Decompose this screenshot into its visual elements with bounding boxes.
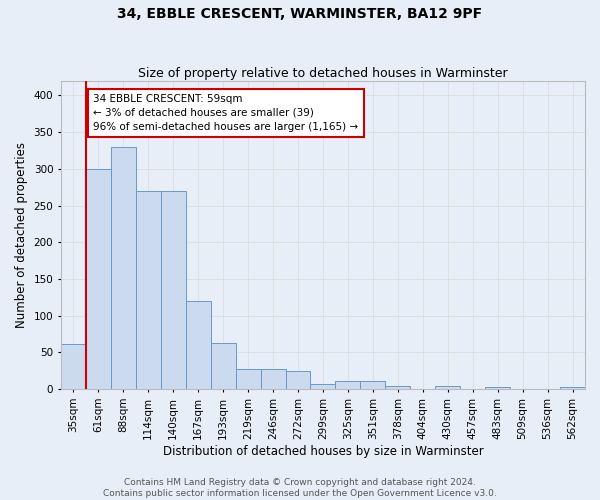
Text: 34, EBBLE CRESCENT, WARMINSTER, BA12 9PF: 34, EBBLE CRESCENT, WARMINSTER, BA12 9PF [118,8,482,22]
Bar [236,368,260,389]
Bar [361,381,385,389]
Bar [186,301,211,389]
Y-axis label: Number of detached properties: Number of detached properties [15,142,28,328]
Bar [161,191,186,389]
Bar [335,381,361,389]
Bar [435,386,460,389]
Bar [385,386,410,389]
Bar [560,387,585,389]
Bar [485,387,510,389]
Text: 34 EBBLE CRESCENT: 59sqm
← 3% of detached houses are smaller (39)
96% of semi-de: 34 EBBLE CRESCENT: 59sqm ← 3% of detache… [94,94,359,132]
Bar [211,343,236,389]
Bar [260,368,286,389]
Text: Contains HM Land Registry data © Crown copyright and database right 2024.
Contai: Contains HM Land Registry data © Crown c… [103,478,497,498]
Bar [86,169,111,389]
Bar [136,191,161,389]
Bar [61,344,86,389]
X-axis label: Distribution of detached houses by size in Warminster: Distribution of detached houses by size … [163,444,484,458]
Bar [111,147,136,389]
Bar [286,371,310,389]
Bar [310,384,335,389]
Title: Size of property relative to detached houses in Warminster: Size of property relative to detached ho… [138,66,508,80]
